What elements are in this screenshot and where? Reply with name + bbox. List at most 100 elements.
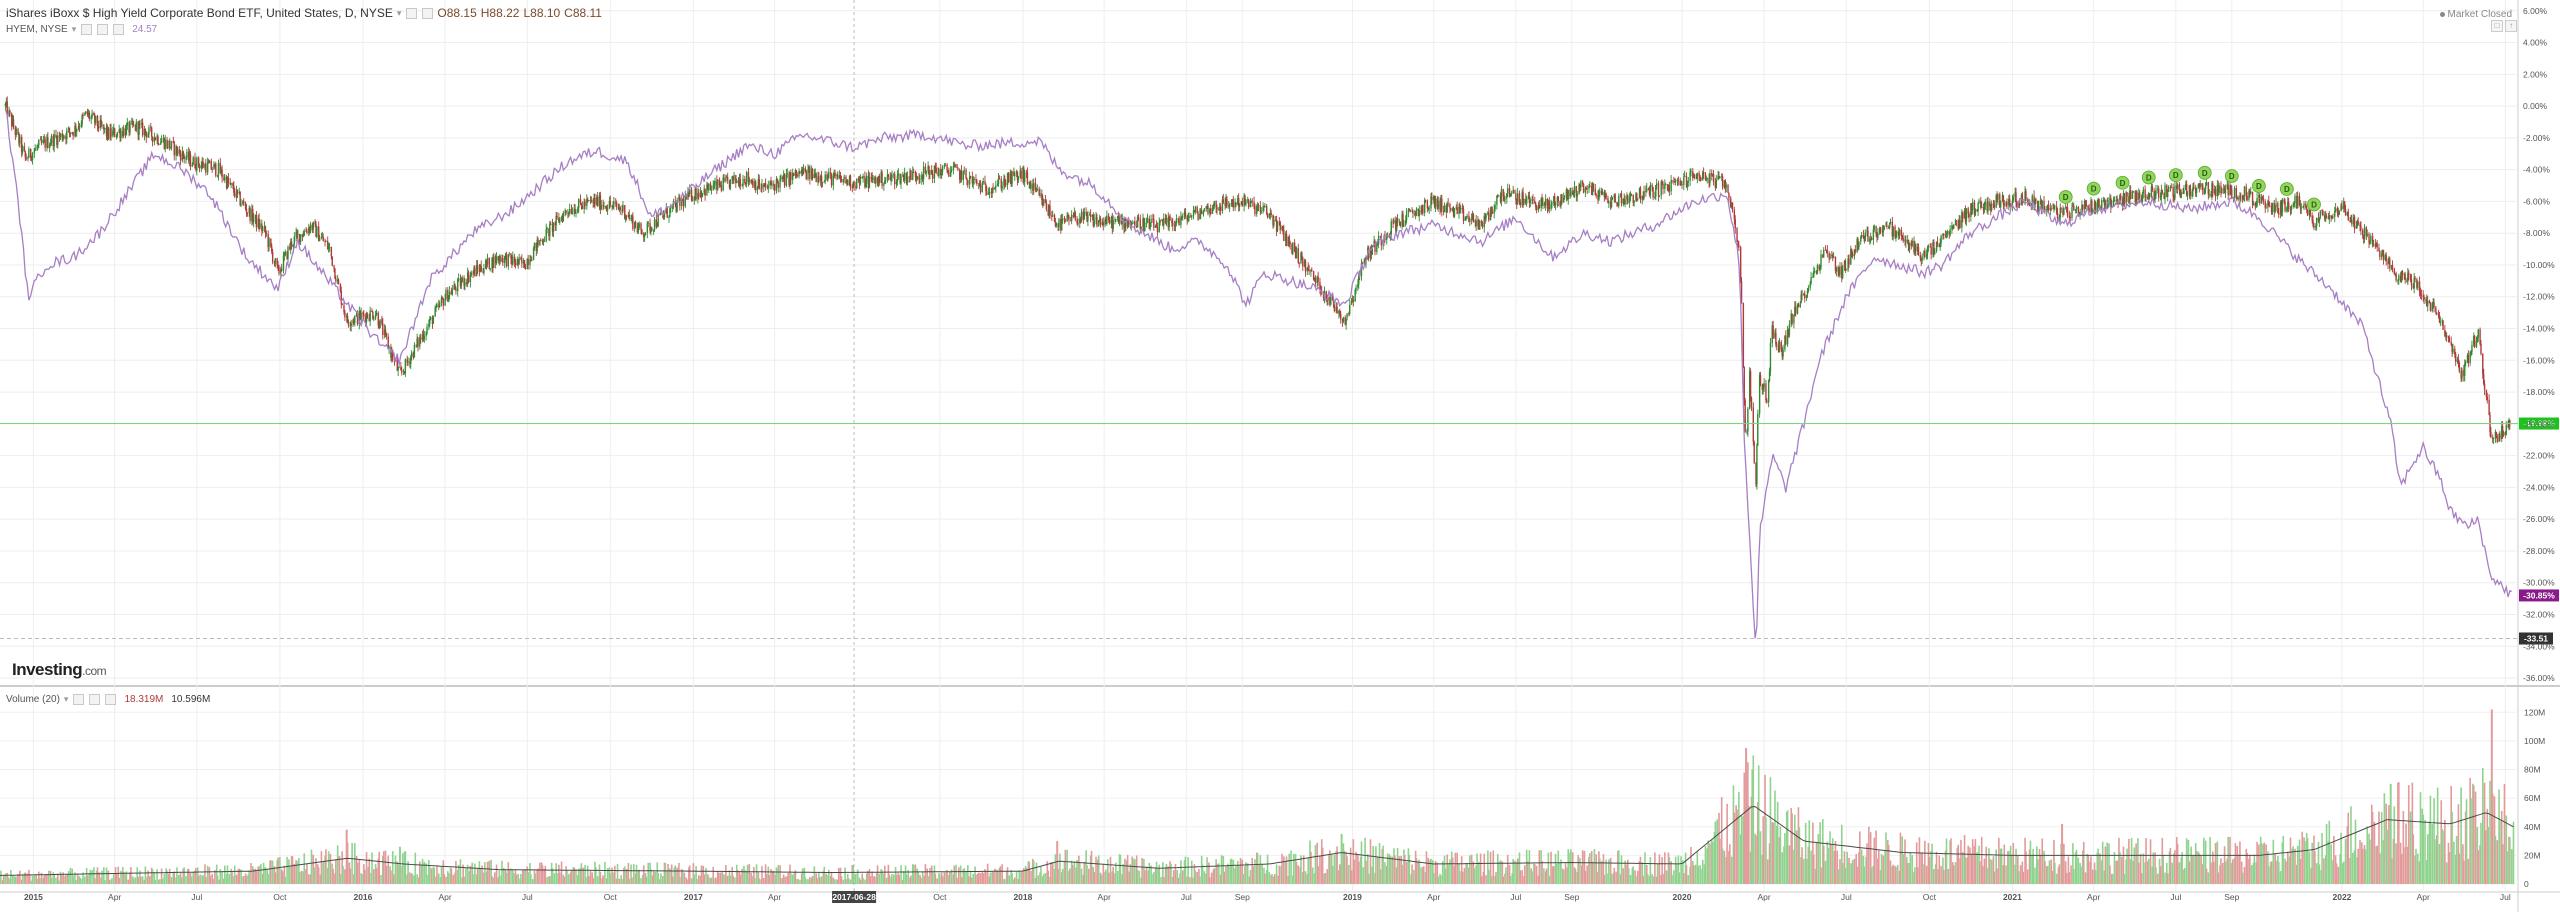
candle-body — [1056, 223, 1057, 226]
volume-bar — [1553, 866, 1555, 884]
candle-body — [818, 176, 819, 181]
candle-body — [139, 124, 140, 125]
volume-bar — [127, 880, 129, 884]
volume-bar — [1577, 855, 1579, 884]
candle-body — [89, 113, 90, 119]
candle-body — [108, 127, 109, 139]
candle-body — [1043, 199, 1044, 205]
candle-body — [1456, 207, 1457, 214]
candle-body — [1852, 254, 1853, 256]
volume-bar — [1079, 863, 1081, 884]
volume-bar — [1861, 850, 1863, 884]
volume-bar — [1166, 864, 1168, 884]
candle-body — [1558, 197, 1559, 201]
volume-bar — [2222, 863, 2224, 884]
volume-bar — [1281, 854, 1283, 884]
volume-bar — [1650, 857, 1652, 884]
candle-body — [1062, 218, 1063, 219]
candle-body — [660, 214, 661, 215]
volume-bar — [2025, 851, 2027, 884]
candle-body — [702, 193, 703, 196]
volume-bar — [1307, 858, 1309, 884]
volume-bar — [561, 861, 563, 884]
candle-body — [1808, 288, 1809, 291]
candle-body — [980, 184, 981, 192]
volume-bar — [1167, 866, 1169, 884]
volume-bar — [650, 869, 652, 884]
candle-body — [515, 263, 516, 265]
candle-body — [946, 165, 947, 170]
candle-body — [1283, 230, 1284, 241]
candle-body — [27, 158, 28, 159]
volume-bar — [686, 879, 688, 884]
volume-bar — [340, 874, 342, 884]
candle-body — [584, 202, 585, 206]
candle-body — [1014, 174, 1015, 175]
candle-body — [1683, 177, 1684, 185]
volume-bar — [2105, 846, 2107, 884]
volume-bar — [1267, 855, 1269, 884]
volume-bar — [248, 870, 250, 884]
volume-bar — [1794, 815, 1796, 884]
volume-bar — [1919, 837, 1921, 884]
volume-bar — [294, 864, 296, 884]
candle-body — [1874, 226, 1875, 229]
candle-body — [1037, 189, 1038, 190]
volume-bar — [646, 877, 648, 884]
candle-body — [1583, 184, 1584, 193]
volume-bar — [409, 872, 411, 884]
volume-bar — [1622, 868, 1624, 884]
volume-bar — [2280, 871, 2282, 884]
volume-bar — [749, 864, 751, 884]
candle-body — [297, 234, 298, 235]
volume-bar — [1043, 874, 1045, 884]
volume-bar — [70, 868, 72, 884]
volume-bar — [2496, 840, 2498, 884]
volume-bar — [809, 877, 811, 884]
volume-bar — [118, 878, 120, 884]
volume-bar — [494, 872, 496, 884]
candle-body — [304, 231, 305, 235]
volume-bar — [958, 867, 960, 884]
candle-body — [1750, 371, 1751, 397]
volume-bar — [1000, 866, 1002, 884]
candle-body — [348, 322, 349, 325]
volume-bar — [1991, 860, 1993, 884]
candle-body — [1536, 207, 1537, 210]
candle-body — [1985, 202, 1986, 205]
volume-bar — [1854, 859, 1856, 884]
candle-body — [1719, 176, 1720, 177]
candle-body — [1201, 210, 1202, 214]
candle-body — [540, 240, 541, 241]
volume-bar — [51, 878, 53, 884]
candle-body — [1934, 251, 1935, 254]
candle-body — [1226, 199, 1227, 206]
candle-body — [1915, 244, 1916, 251]
volume-bar — [1748, 806, 1750, 884]
volume-bar — [2213, 862, 2215, 884]
volume-bar — [1830, 844, 1832, 884]
volume-bar — [246, 876, 248, 884]
candle-body — [148, 127, 149, 134]
candle-body — [588, 200, 589, 201]
volume-bar — [1180, 860, 1182, 884]
volume-bar — [2133, 847, 2135, 884]
volume-bar — [154, 880, 156, 884]
volume-bar — [720, 873, 722, 884]
volume-bar — [802, 869, 804, 884]
volume-bar — [2417, 854, 2419, 884]
volume-bar — [662, 876, 664, 884]
candle-body — [1001, 186, 1002, 189]
volume-bar — [903, 871, 905, 884]
volume-bar — [571, 871, 573, 884]
volume-bar — [2336, 863, 2338, 884]
volume-bar — [1510, 876, 1512, 884]
candle-body — [1886, 225, 1887, 226]
volume-bar — [275, 872, 277, 884]
volume-bar — [1235, 866, 1237, 884]
volume-bar — [1866, 843, 1868, 884]
volume-bar — [2236, 846, 2238, 884]
volume-bar — [992, 872, 994, 884]
